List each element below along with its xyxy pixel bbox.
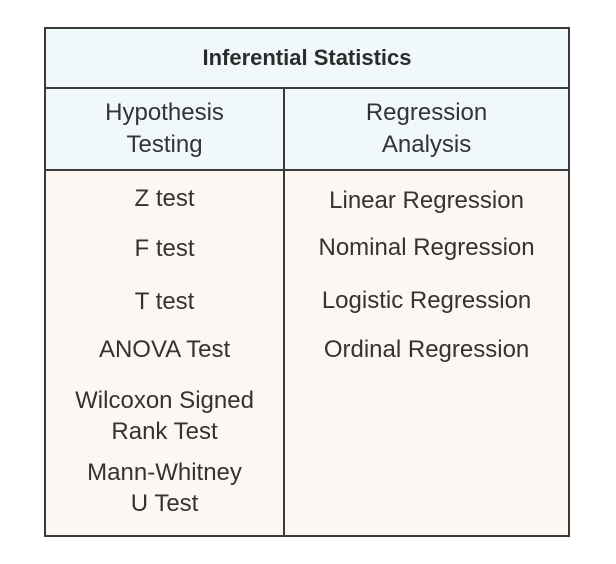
list-item-ordinal-regression: Ordinal Regression [323,336,530,363]
header-regression-analysis: Regression Analysis [365,99,488,158]
list-item-nominal-regression: Nominal Regression [318,234,535,261]
list-item-t-test: T test [134,288,195,315]
table-title: Inferential Statistics [46,29,568,89]
list-item-z-test: Z test [134,185,195,212]
header-row: Hypothesis Testing Regression Analysis [46,89,568,171]
hypothesis-testing-list: Z test F test T test ANOVA Test Wilcoxon… [46,171,286,535]
list-item-logistic-regression: Logistic Regression [321,287,532,314]
list-item-mann-whitney-test: Mann-Whitney U Test [87,459,242,517]
list-item-anova-test: ANOVA Test [98,336,231,363]
list-item-linear-regression: Linear Regression [329,187,524,214]
header-hypothesis-testing: Hypothesis Testing [46,89,286,169]
list-item-wilcoxon-test: Wilcoxon Signed Rank Test [75,387,254,445]
regression-analysis-list: Linear Regression Nominal Regression Log… [285,171,568,535]
inferential-statistics-table: Inferential Statistics Hypothesis Testin… [44,27,570,537]
list-item-f-test: F test [134,235,195,262]
body-row: Z test F test T test ANOVA Test Wilcoxon… [46,171,568,535]
